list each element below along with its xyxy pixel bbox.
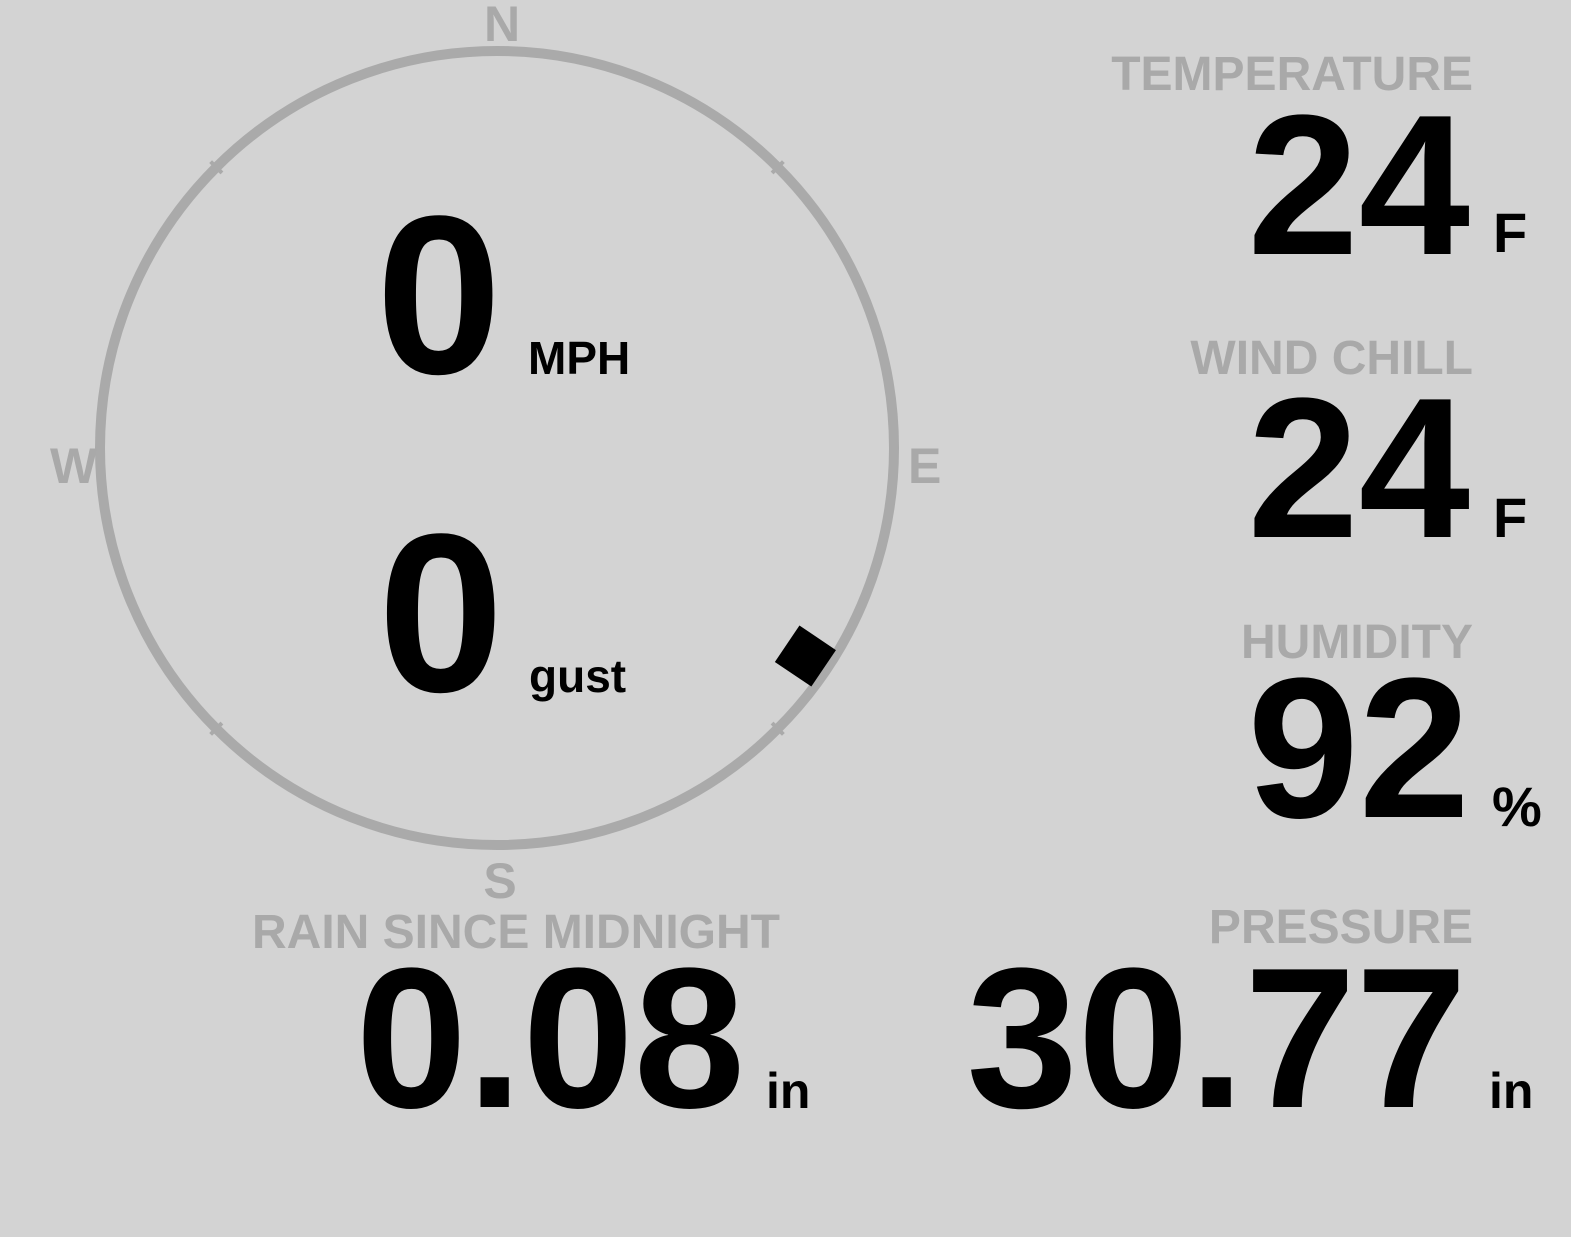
- compass-tick: [209, 721, 224, 736]
- wind-gust-unit: gust: [529, 650, 627, 702]
- pressure-value: 30.77: [966, 927, 1468, 1150]
- compass-tick: [770, 721, 785, 736]
- compass-tick: [770, 160, 785, 175]
- temperature-value: 24: [1247, 74, 1470, 297]
- compass-ring: [95, 46, 899, 850]
- rain-label: RAIN SINCE MIDNIGHT: [252, 906, 780, 959]
- humidity-unit: %: [1492, 775, 1542, 838]
- pressure-unit: in: [1489, 1063, 1534, 1119]
- compass-south-label: S: [483, 853, 517, 909]
- compass-north-label: N: [483, 0, 521, 52]
- humidity-label: HUMIDITY: [1241, 616, 1473, 669]
- wind-gust-value: 0: [378, 486, 504, 739]
- compass-east-label: E: [908, 438, 942, 494]
- temperature-unit: F: [1493, 201, 1528, 264]
- wind-chill-value: 24: [1247, 357, 1470, 580]
- wind-direction-indicator: [774, 625, 836, 687]
- humidity-value: 92: [1247, 637, 1470, 860]
- pressure-label: PRESSURE: [1208, 901, 1473, 954]
- rain-unit: in: [766, 1063, 811, 1119]
- compass-tick: [209, 160, 224, 175]
- wind-speed-unit: MPH: [528, 332, 631, 384]
- wind-chill-unit: F: [1493, 486, 1528, 549]
- compass-west-label: W: [50, 438, 98, 494]
- wind-compass: [95, 46, 899, 850]
- rain-value: 0.08: [355, 927, 745, 1150]
- temperature-label: TEMPERATURE: [1111, 48, 1473, 101]
- wind-speed-value: 0: [376, 168, 502, 421]
- wind-chill-label: WIND CHILL: [1190, 332, 1473, 385]
